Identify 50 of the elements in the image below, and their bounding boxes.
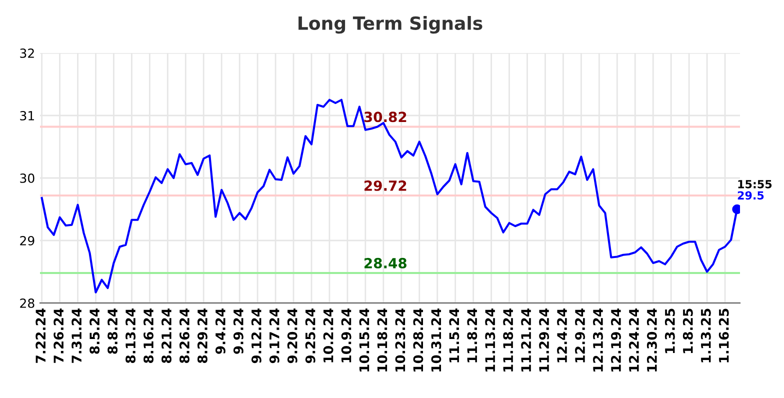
y-tick-label: 31	[20, 110, 34, 120]
x-tick-label: 10.2.24	[323, 308, 334, 362]
ref-line-label: 30.82	[364, 112, 406, 122]
x-tick-label: 8.29.24	[197, 308, 208, 363]
x-tick-label: 9.17.24	[269, 308, 280, 364]
y-tick-label: 29	[20, 236, 34, 246]
annotation: 29.5	[738, 191, 764, 200]
annotation: 15:55	[738, 180, 772, 188]
x-tick-label: 8.5.24	[90, 308, 100, 354]
ref-line-label: 29.72	[364, 180, 406, 191]
x-tick-label: 7.31.24	[72, 308, 82, 363]
x-tick-label: 10.15.24	[359, 308, 370, 372]
x-tick-label: 9.25.24	[305, 308, 316, 364]
x-tick-label: 11.5.24	[449, 308, 460, 362]
y-tick-label: 30	[20, 173, 34, 183]
x-tick-label: 10.18.24	[377, 308, 388, 372]
x-tick-label: 7.26.24	[54, 308, 64, 363]
x-tick-label: 8.8.24	[108, 308, 118, 354]
chart-title: Long Term Signals	[298, 16, 482, 34]
x-tick-label: 1.16.25	[718, 308, 729, 362]
x-tick-label: 8.13.24	[126, 308, 136, 363]
x-tick-label: 9.4.24	[215, 308, 226, 354]
x-tick-label: 9.12.24	[251, 308, 262, 364]
x-tick-label: 1.13.25	[700, 308, 711, 362]
x-tick-label: 8.16.24	[144, 308, 154, 363]
x-tick-label: 11.21.24	[521, 308, 531, 372]
x-tick-label: 9.20.24	[287, 308, 298, 364]
x-tick-label: 11.18.24	[503, 308, 514, 372]
x-tick-label: 10.28.24	[413, 308, 424, 372]
x-tick-label: 11.13.24	[485, 308, 496, 372]
x-tick-label: 1.3.25	[664, 308, 675, 354]
x-tick-label: 12.13.24	[593, 308, 603, 372]
x-tick-label: 11.8.24	[467, 308, 478, 362]
x-tick-label: 10.9.24	[341, 308, 352, 362]
x-tick-label: 8.26.24	[179, 308, 190, 363]
x-tick-label: 1.8.25	[682, 308, 693, 354]
ref-line-label: 28.48	[364, 258, 406, 268]
y-tick-label: 32	[20, 48, 34, 58]
x-tick-label: 12.9.24	[575, 308, 586, 362]
x-tick-label: 11.29.24	[539, 308, 550, 372]
x-tick-label: 12.24.24	[628, 308, 639, 372]
x-tick-label: 7.22.24	[36, 308, 46, 363]
y-tick-label: 28	[20, 298, 34, 308]
x-tick-label: 12.19.24	[610, 308, 621, 372]
x-tick-label: 12.4.24	[557, 308, 567, 362]
x-tick-label: 12.30.24	[646, 308, 657, 372]
x-tick-label: 9.9.24	[233, 308, 244, 354]
x-tick-label: 10.31.24	[431, 308, 442, 372]
x-tick-label: 8.21.24	[162, 308, 172, 363]
x-tick-label: 10.23.24	[395, 308, 406, 372]
